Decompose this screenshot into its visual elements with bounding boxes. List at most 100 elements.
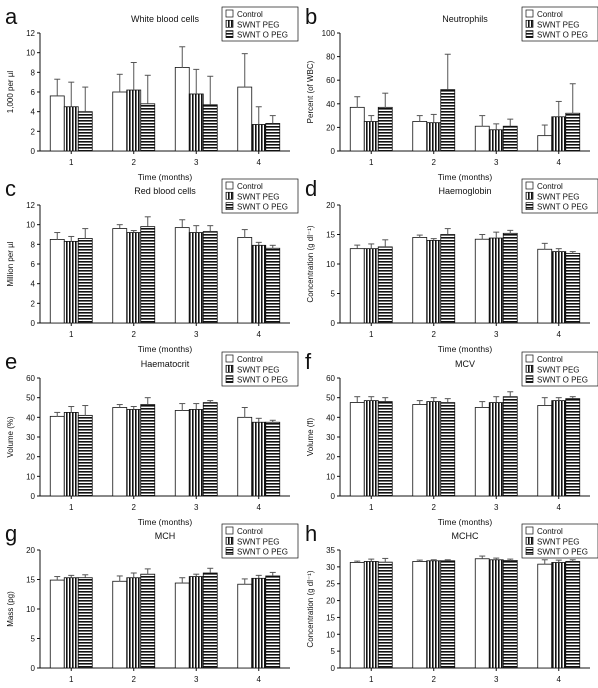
y-axis-label: Mass (pg)	[6, 591, 15, 627]
bar-0	[412, 121, 428, 152]
y-tick-label: 50	[26, 394, 35, 403]
bar-1	[126, 89, 142, 152]
bar-1	[251, 577, 267, 669]
x-tick-label: 1	[69, 503, 74, 512]
x-tick-label: 2	[132, 503, 137, 512]
bar-0	[174, 582, 190, 669]
y-tick-label: 4	[31, 108, 36, 117]
bar-1	[488, 402, 504, 497]
legend-swatch-1	[525, 536, 534, 545]
bar-2	[565, 398, 581, 497]
bar-2	[502, 560, 518, 669]
bar-2	[265, 123, 281, 152]
bar-2	[377, 106, 393, 152]
legend-label: Control	[537, 182, 563, 191]
bar-2	[77, 111, 93, 152]
chart-title: White blood cells	[131, 14, 200, 24]
legend-label: SWNT PEG	[237, 192, 280, 201]
legend-swatch-2	[225, 547, 234, 555]
legend-box	[221, 6, 299, 42]
bar-0	[237, 237, 253, 324]
x-tick-label: 3	[494, 330, 499, 339]
y-tick-label: 12	[26, 29, 35, 38]
legend-swatch-2	[225, 375, 234, 383]
legend-swatch-2	[525, 547, 534, 555]
bar-2	[565, 561, 581, 669]
bar-0	[349, 248, 365, 324]
y-tick-label: 10	[26, 472, 35, 481]
x-tick-label: 1	[69, 330, 74, 339]
legend-label: SWNT PEG	[537, 537, 580, 546]
bar-2	[565, 252, 581, 324]
chart-title: Haematocrit	[141, 359, 190, 369]
bar-2	[502, 232, 518, 324]
y-tick-label: 25	[326, 580, 335, 589]
bar-0	[537, 405, 553, 497]
bar-1	[363, 248, 379, 324]
y-axis-label: 1,000 per µl	[6, 71, 15, 114]
y-tick-label: 4	[31, 280, 36, 289]
bar-0	[49, 239, 65, 324]
legend-swatch-0	[525, 354, 534, 363]
bar-0	[112, 580, 128, 669]
y-tick-label: 20	[326, 453, 335, 462]
x-tick-label: 1	[69, 158, 74, 167]
y-tick-label: 20	[26, 453, 35, 462]
x-tick-label: 2	[432, 503, 437, 512]
bar-2	[140, 573, 156, 669]
y-tick-label: 10	[26, 605, 35, 614]
bar-0	[349, 402, 365, 497]
bar-1	[551, 562, 567, 669]
bar-0	[49, 95, 65, 152]
bar-1	[251, 421, 267, 497]
legend-label: SWNT O PEG	[237, 31, 288, 40]
bar-0	[49, 415, 65, 497]
y-tick-label: 15	[326, 231, 335, 240]
bar-0	[49, 579, 65, 669]
bar-2	[77, 577, 93, 669]
bar-1	[426, 560, 442, 669]
x-tick-label: 4	[257, 503, 262, 512]
y-tick-label: 0	[331, 492, 336, 501]
y-tick-label: 30	[26, 433, 35, 442]
y-tick-label: 20	[26, 546, 35, 555]
x-axis-label: Time (months)	[438, 172, 493, 182]
y-tick-label: 10	[26, 221, 35, 230]
bar-0	[474, 238, 490, 324]
legend-swatch-2	[225, 202, 234, 210]
legend-label: SWNT PEG	[537, 192, 580, 201]
bar-2	[265, 421, 281, 497]
panel-letter: c	[5, 176, 16, 201]
bar-0	[537, 563, 553, 669]
legend-label: SWNT O PEG	[537, 31, 588, 40]
bar-1	[126, 577, 142, 669]
y-tick-label: 10	[326, 630, 335, 639]
bar-0	[237, 86, 253, 152]
legend-box	[521, 523, 598, 559]
bar-0	[174, 67, 190, 152]
bar-1	[551, 116, 567, 152]
legend-box	[221, 351, 299, 387]
bar-0	[412, 561, 428, 669]
bar-2	[502, 396, 518, 497]
bar-2	[377, 561, 393, 669]
y-tick-label: 50	[326, 394, 335, 403]
bar-1	[188, 576, 204, 669]
y-tick-label: 5	[331, 290, 336, 299]
bar-0	[474, 125, 490, 152]
bar-2	[265, 575, 281, 669]
legend-swatch-1	[225, 536, 234, 545]
bar-0	[237, 416, 253, 497]
legend-swatch-0	[525, 181, 534, 190]
y-tick-label: 100	[322, 29, 336, 38]
bar-1	[251, 124, 267, 152]
legend-label: Control	[237, 527, 263, 536]
bar-1	[188, 232, 204, 324]
x-tick-label: 3	[194, 675, 199, 683]
panel-letter: e	[5, 349, 17, 374]
y-tick-label: 20	[326, 597, 335, 606]
legend-swatch-2	[525, 202, 534, 210]
bar-2	[377, 401, 393, 497]
